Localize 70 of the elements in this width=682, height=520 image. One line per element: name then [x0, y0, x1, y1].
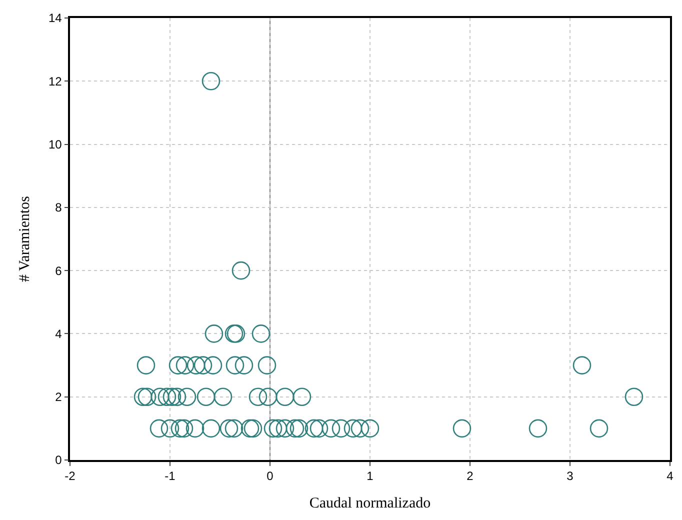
y-tick-label: 12	[48, 74, 62, 88]
point	[590, 419, 608, 438]
point	[258, 388, 278, 406]
point	[176, 356, 194, 374]
y-tick-label: 14	[48, 11, 62, 26]
x-tick-label: 3	[566, 469, 574, 484]
x-tick-label: 1	[366, 469, 374, 484]
point	[178, 388, 196, 406]
point	[572, 356, 592, 374]
point	[158, 388, 176, 406]
point	[202, 72, 220, 90]
point	[252, 324, 270, 343]
point	[264, 419, 282, 438]
point	[310, 419, 328, 438]
x-tick-label: -1	[164, 469, 176, 484]
x-axis-title: Caudal normalizado	[309, 496, 431, 512]
y-tick-label: 10	[48, 137, 62, 152]
point	[244, 419, 262, 438]
point	[276, 388, 294, 406]
point	[258, 356, 276, 374]
point	[220, 419, 238, 438]
point	[160, 419, 180, 438]
point	[292, 388, 312, 406]
point	[224, 419, 244, 438]
x-tick-label: 4	[666, 469, 674, 484]
point	[360, 419, 380, 438]
x-tick-label: -2	[64, 469, 76, 484]
point	[204, 324, 224, 343]
y-axis-title: # Varamientos	[17, 196, 34, 282]
point	[452, 419, 472, 438]
point	[232, 261, 250, 280]
point	[286, 419, 304, 438]
point	[170, 419, 190, 438]
point	[202, 419, 220, 438]
point	[290, 419, 308, 438]
y-tick-label: 4	[55, 326, 62, 341]
point	[196, 388, 216, 406]
point	[322, 419, 340, 438]
point	[174, 419, 194, 438]
point	[162, 388, 182, 406]
point	[138, 388, 156, 406]
point	[350, 419, 370, 438]
point	[186, 419, 204, 438]
point	[276, 419, 294, 438]
point	[136, 356, 156, 374]
point	[344, 419, 362, 438]
y-tick-label: 6	[55, 264, 62, 278]
point	[204, 356, 222, 374]
x-tick-label: 0	[266, 469, 274, 484]
point	[214, 388, 232, 406]
point	[304, 419, 324, 438]
point	[194, 356, 212, 374]
point	[234, 356, 254, 374]
y-tick-label: 2	[55, 390, 62, 404]
point	[528, 419, 548, 438]
point	[150, 388, 170, 406]
point	[332, 419, 350, 438]
point	[168, 388, 186, 406]
point	[240, 419, 260, 438]
point	[150, 419, 168, 438]
point	[624, 388, 644, 406]
point	[226, 356, 244, 374]
point	[186, 356, 206, 374]
point	[248, 388, 268, 406]
point	[168, 356, 188, 374]
y-tick-label: 8	[55, 200, 62, 215]
y-tick-label: 0	[55, 453, 62, 468]
point	[268, 419, 288, 438]
x-tick-label: 2	[466, 469, 474, 484]
point	[134, 388, 152, 406]
